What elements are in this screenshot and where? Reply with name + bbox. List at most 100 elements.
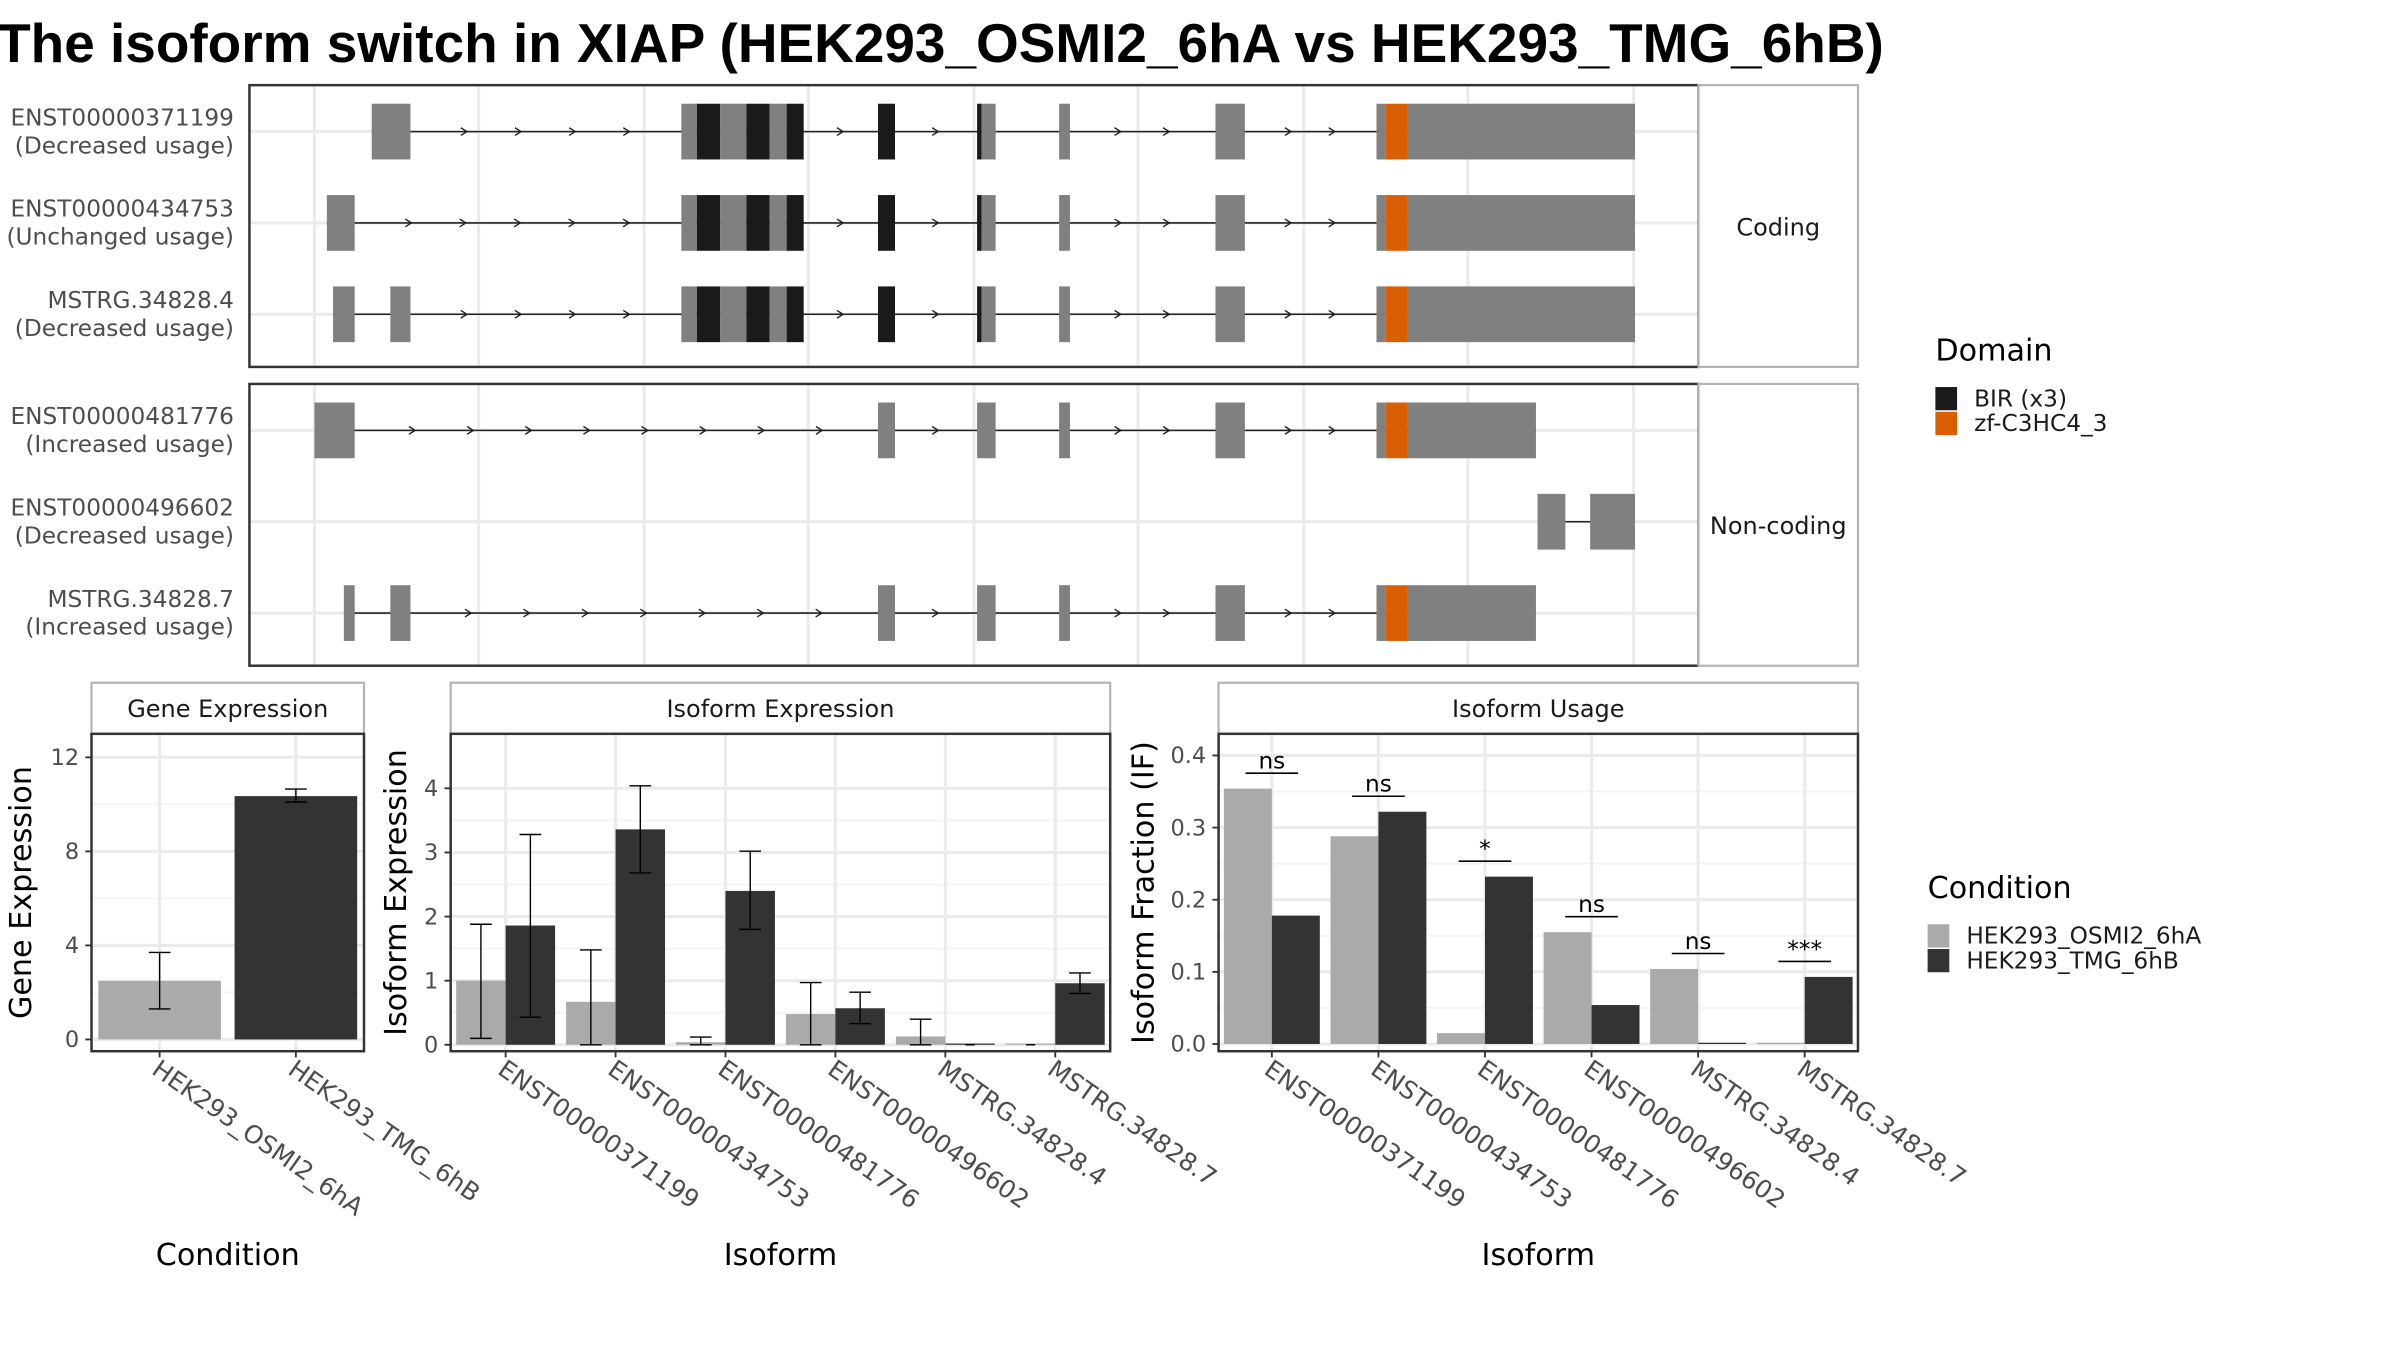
strip-label: Non-coding: [1710, 512, 1847, 540]
intron-arrow: [1114, 425, 1123, 435]
y-axis-title: Gene Expression: [4, 766, 39, 1019]
strip-box: [1217, 681, 1860, 735]
intron-arrow: [931, 309, 940, 319]
exon: [981, 286, 996, 343]
legend-label: BIR (x3): [1974, 385, 2067, 412]
exon: [1059, 402, 1070, 459]
zf-domain-exon: [1385, 195, 1408, 251]
intron-arrow: [756, 608, 765, 618]
strip-box: [449, 681, 1112, 735]
exon: [681, 195, 697, 251]
x-tick-label: ENST00000434753: [603, 1054, 815, 1214]
panel-border: [90, 732, 366, 1053]
bar: [1223, 788, 1272, 1044]
bir-domain-exon: [977, 103, 982, 160]
significance-label: ***: [1787, 936, 1822, 963]
bir-domain-exon: [786, 286, 804, 343]
y-tick-label: 4: [424, 776, 438, 802]
bir-domain-exon: [746, 286, 770, 343]
significance-label: ns: [1258, 748, 1285, 775]
chart-title: Isoform Usage: [1452, 695, 1625, 723]
intron-arrow: [622, 127, 631, 137]
exon: [769, 286, 787, 343]
isoform-row: ENST00000481776(Increased usage): [10, 402, 1536, 459]
exon: [1215, 402, 1245, 459]
bar: [1543, 932, 1592, 1044]
bir-domain-exon: [977, 286, 982, 343]
isoform-row: MSTRG.34828.4(Decreased usage): [15, 286, 1636, 343]
intron-arrow: [514, 127, 523, 137]
y-axis-title: Isoform Expression: [379, 749, 414, 1036]
x-axis-title: Isoform: [724, 1238, 837, 1273]
exon: [371, 103, 411, 160]
x-tick-label: ENST00000371199: [493, 1054, 705, 1214]
legend-swatch: [1927, 924, 1950, 948]
exon: [1376, 402, 1386, 459]
chart-title: Gene Expression: [127, 695, 328, 723]
strip-box: [1697, 382, 1860, 667]
intron-arrow: [639, 608, 648, 618]
intron-arrow: [815, 608, 824, 618]
significance-label: ns: [1365, 771, 1392, 798]
intron-arrow: [1284, 608, 1293, 618]
exon: [390, 286, 411, 343]
intron-arrow: [641, 425, 650, 435]
bar: [1378, 811, 1427, 1044]
y-axis-title: Isoform Fraction (IF): [1127, 741, 1162, 1044]
intron-arrow: [404, 218, 413, 228]
y-tick-label: 3: [424, 840, 438, 866]
y-tick-label: 8: [65, 839, 79, 865]
isoform-row: ENST00000371199(Decreased usage): [10, 103, 1636, 160]
intron-arrow: [757, 425, 766, 435]
intron-arrow: [1284, 425, 1293, 435]
strip-box: [1697, 84, 1860, 368]
exon: [681, 286, 697, 343]
x-axis-title: Isoform: [1482, 1238, 1595, 1273]
intron-arrow: [568, 127, 577, 137]
isoform-id-label: MSTRG.34828.7: [47, 586, 233, 613]
intron-arrow: [931, 608, 940, 618]
exon: [1376, 286, 1386, 343]
exon: [343, 585, 355, 641]
exon: [720, 195, 747, 251]
intron-arrow: [460, 309, 469, 319]
exon: [977, 585, 996, 641]
legend-label: zf-C3HC4_3: [1974, 410, 2107, 437]
bar: [1330, 836, 1379, 1044]
intron-arrow: [836, 218, 845, 228]
structure-panel-non-coding: Non-coding ENST00000481776(Increased usag…: [10, 382, 1860, 667]
x-tick-label: ENST00000496602: [823, 1054, 1035, 1214]
exon: [326, 195, 355, 251]
exon: [1376, 195, 1386, 251]
bar: [1437, 1033, 1485, 1044]
intron-arrow: [523, 608, 531, 618]
isoform-usage-label: (Decreased usage): [15, 315, 234, 342]
intron-arrow: [581, 608, 590, 618]
intron-arrow: [1284, 127, 1293, 137]
zf-domain-exon: [1385, 103, 1408, 160]
y-tick-label: 0: [424, 1033, 438, 1059]
isoform-id-label: MSTRG.34828.4: [47, 287, 233, 314]
isoform-id-label: ENST00000371199: [10, 104, 233, 131]
isoform-usage-label: (Increased usage): [25, 614, 234, 641]
exon: [681, 103, 697, 160]
intron-arrow: [459, 218, 468, 228]
legend-title: Domain: [1935, 334, 2052, 369]
intron-arrow: [931, 425, 940, 435]
strip-label: Coding: [1736, 213, 1820, 241]
bir-domain-exon: [977, 195, 982, 251]
bar: [1650, 968, 1699, 1044]
exon: [1215, 286, 1245, 343]
bar: [1756, 1042, 1805, 1044]
intron-arrow: [1114, 309, 1123, 319]
bir-domain-exon: [877, 286, 896, 343]
intron-arrow: [622, 309, 631, 319]
exon: [1407, 103, 1636, 160]
intron-arrow: [1284, 309, 1293, 319]
intron-arrow: [1328, 309, 1337, 319]
y-tick-label: 0.1: [1171, 960, 1207, 986]
strip-box: [90, 681, 366, 735]
intron-arrow: [514, 309, 523, 319]
bir-domain-exon: [877, 103, 896, 160]
